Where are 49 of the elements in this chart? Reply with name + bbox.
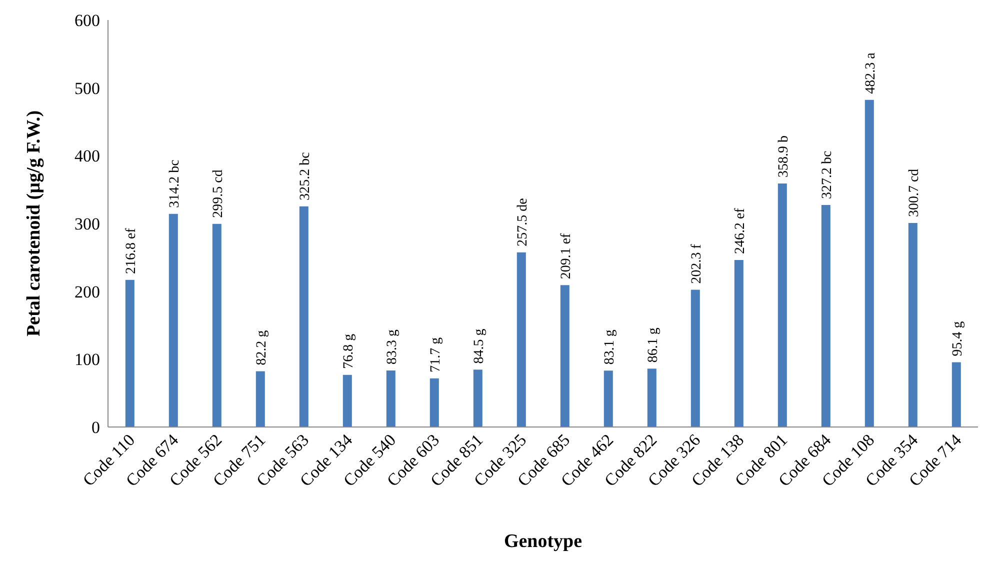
bar [212, 224, 222, 427]
data-label: 83.1 g [602, 330, 618, 365]
bar [299, 206, 308, 427]
data-label: 82.2 g [254, 330, 270, 366]
x-axis-title: Genotype [504, 531, 582, 552]
bar [647, 368, 656, 427]
data-label: 202.3 f [689, 244, 704, 284]
bar [430, 378, 439, 427]
bar [734, 260, 744, 427]
bar [952, 362, 961, 427]
data-label: 482.3 a [863, 52, 878, 94]
bar [473, 370, 482, 427]
data-label: 84.5 g [472, 328, 487, 364]
y-axis-title: Petal carotenoid (µg/g F.W.) [24, 110, 45, 337]
data-label: 314.2 bc [167, 160, 182, 208]
bar [125, 280, 134, 427]
bar [560, 285, 570, 427]
y-tick-label: 500 [74, 78, 100, 98]
bar [778, 184, 787, 427]
data-label: 76.8 g [341, 334, 356, 369]
data-label: 325.2 bc [298, 152, 313, 200]
data-label: 257.5 de [515, 198, 530, 246]
data-label: 95.4 g [950, 321, 966, 356]
data-label: 71.7 g [428, 337, 444, 372]
y-tick-label: 100 [74, 350, 100, 370]
data-label: 358.9 b [776, 136, 792, 178]
data-label: 300.7 cd [906, 168, 922, 218]
bar [516, 252, 526, 427]
y-tick-label: 200 [74, 282, 100, 302]
y-tick-label: 600 [74, 11, 100, 30]
data-label: 327.2 bc [820, 150, 835, 200]
bar [908, 223, 918, 427]
data-label: 299.5 cd [210, 170, 226, 218]
bar [342, 374, 352, 427]
bar [690, 290, 700, 427]
data-label: 86.1 g [646, 328, 661, 363]
y-tick-label: 0 [92, 418, 100, 438]
bar [821, 205, 830, 427]
bar [256, 371, 265, 427]
data-label: 83.3 g [384, 329, 400, 364]
data-label: 246.2 ef [732, 208, 748, 254]
y-tick-label: 400 [74, 146, 100, 166]
bar [168, 214, 178, 427]
bar [386, 370, 396, 427]
y-tick-label: 300 [74, 214, 100, 234]
data-label: 209.1 ef [558, 232, 574, 280]
bar [864, 100, 874, 427]
bar [604, 370, 613, 427]
data-label: 216.8 ef [124, 228, 139, 274]
